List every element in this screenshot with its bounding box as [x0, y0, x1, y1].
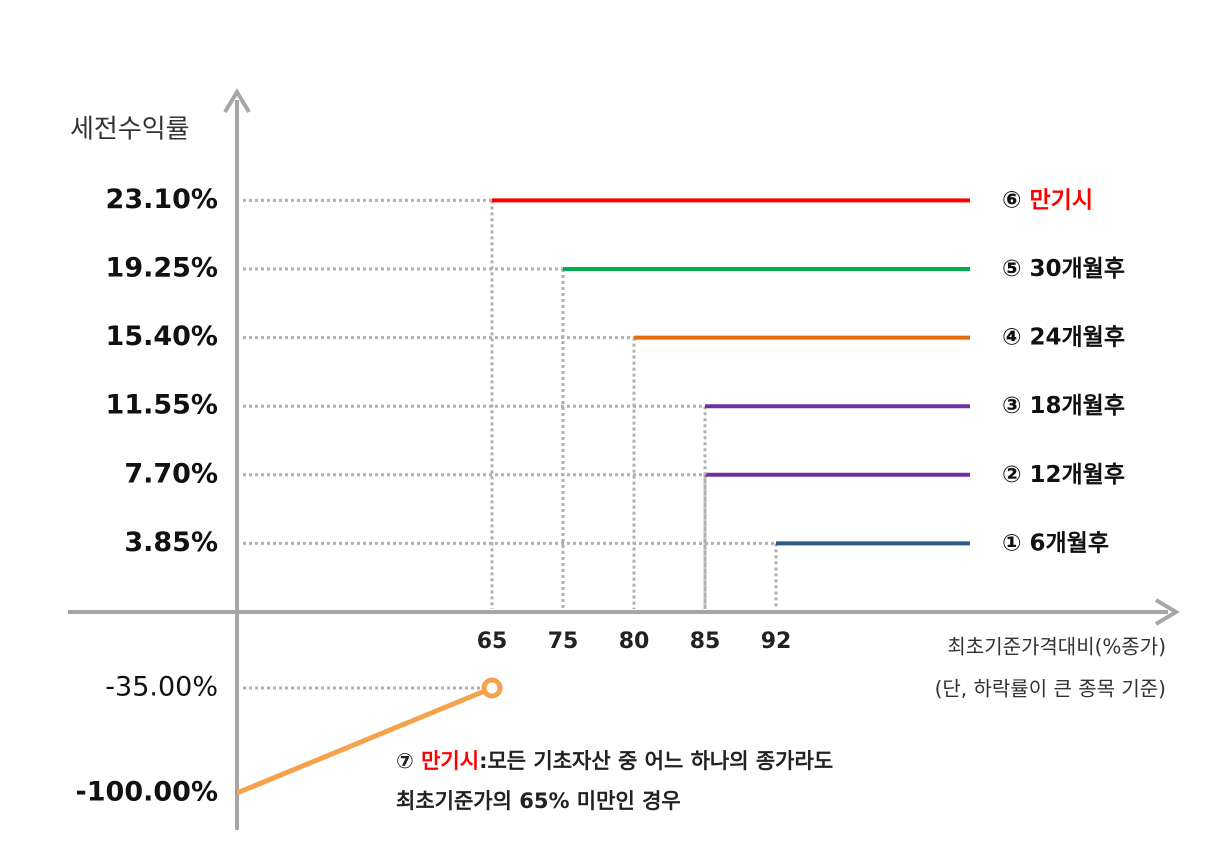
y-axis-arrow	[223, 88, 251, 114]
legend-entry: ⑤ 30개월후	[1002, 256, 1125, 282]
legend-entry: ② 12개월후	[1002, 461, 1125, 487]
legend-name: 24개월후	[1030, 324, 1126, 350]
note-text: :모든 기초자산 중 어느 하나의 종가라도	[479, 749, 833, 773]
x-axis-arrow	[1154, 598, 1180, 626]
legend-entry: ④ 24개월후	[1002, 324, 1125, 350]
note-highlight: 만기시	[421, 749, 479, 773]
y-tick-label: 3.85%	[124, 527, 218, 558]
y-tick-label: 11.55%	[106, 390, 218, 421]
legend-marker: ①	[1002, 530, 1021, 556]
x-tick-label: 85	[690, 629, 721, 654]
y-tick-label: 23.10%	[106, 184, 218, 215]
x-tick-label: 65	[477, 629, 508, 654]
legend-marker: ④	[1002, 324, 1021, 350]
note-marker: ⑦	[396, 749, 414, 773]
loss-point	[481, 677, 503, 699]
y-tick-label: -35.00%	[105, 672, 218, 703]
y-tick-label: 19.25%	[106, 253, 218, 284]
legend-name: 12개월후	[1030, 461, 1126, 487]
legend-name: 18개월후	[1030, 393, 1126, 419]
x-tick-label: 92	[761, 629, 792, 654]
x-axis-note: (단, 하락률이 큰 종목 기준)	[935, 677, 1166, 701]
loss-line	[236, 685, 493, 796]
x-tick-label: 75	[548, 629, 579, 654]
x-axis-label: 최초기준가격대비(%종가)	[947, 635, 1166, 659]
legend-entry: ⑥ 만기시	[1002, 187, 1093, 213]
y-tick-label: 15.40%	[106, 321, 218, 352]
legend-name: 30개월후	[1030, 256, 1126, 282]
x-tick-label: 80	[619, 629, 650, 654]
note: ⑦ 만기시:모든 기초자산 중 어느 하나의 종가라도	[396, 749, 833, 773]
legend-name: 6개월후	[1030, 530, 1109, 556]
legend-marker: ②	[1002, 461, 1021, 487]
legend-marker: ⑥	[1002, 187, 1021, 213]
y-tick-label: -100.00%	[76, 777, 218, 808]
legend-name: 만기시	[1030, 187, 1093, 213]
legend-entry: ③ 18개월후	[1002, 393, 1125, 419]
y-axis-label: 세전수익률	[70, 115, 190, 145]
legend-marker: ③	[1002, 393, 1021, 419]
legend-entry: ① 6개월후	[1002, 530, 1109, 556]
legend-marker: ⑤	[1002, 256, 1021, 282]
note-line2: 최초기준가의 65% 미만인 경우	[396, 789, 681, 813]
y-tick-label: 7.70%	[124, 458, 218, 489]
